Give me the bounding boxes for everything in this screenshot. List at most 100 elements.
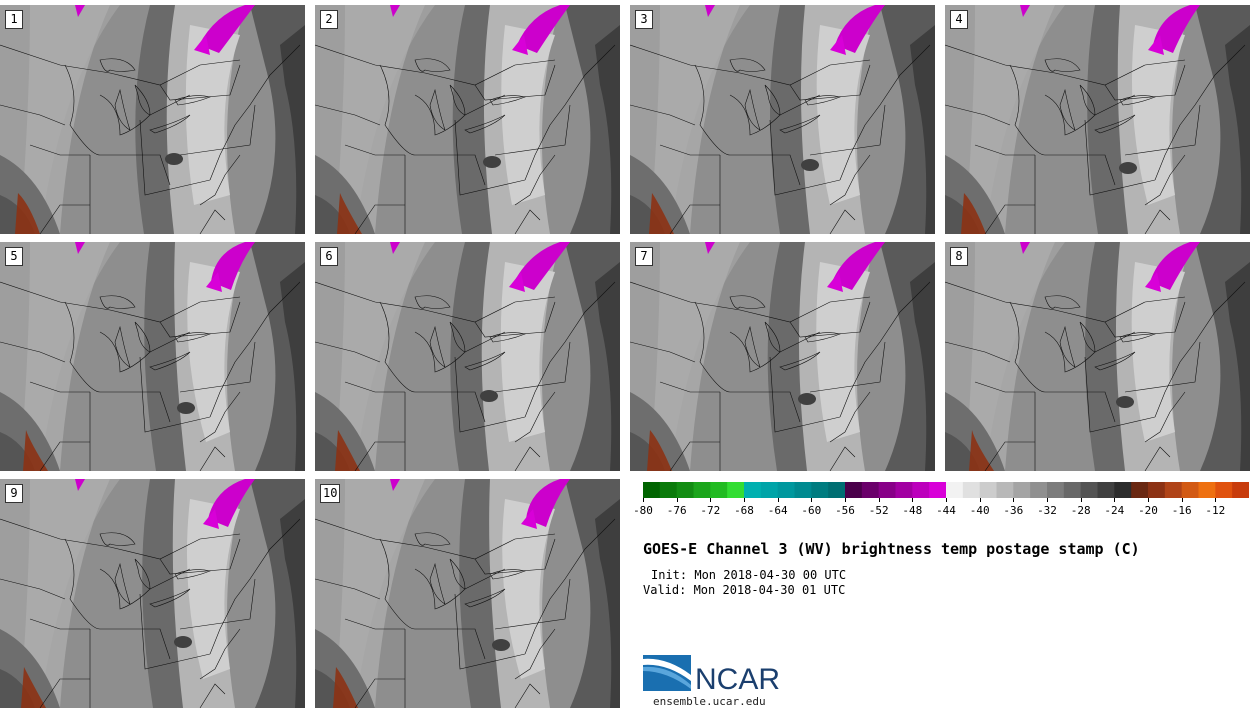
tick-label: -56 xyxy=(835,504,855,517)
colorbar-swatch xyxy=(1013,482,1031,498)
tick-mark xyxy=(1114,498,1116,502)
tick-mark xyxy=(710,498,712,502)
tick-mark xyxy=(1181,498,1183,502)
colorbar-swatch xyxy=(1148,482,1166,498)
colorbar-swatch xyxy=(861,482,880,498)
colorbar-swatch xyxy=(1131,482,1149,498)
tick-mark xyxy=(912,498,914,502)
colorbar-swatch xyxy=(710,482,728,498)
panel-label: 7 xyxy=(635,247,653,266)
colorbar-swatch xyxy=(1181,482,1199,498)
colorbar-swatch xyxy=(1114,482,1132,498)
map-panel: 8 xyxy=(945,242,1250,471)
tick-label: -16 xyxy=(1171,504,1192,517)
tick-mark xyxy=(845,498,846,502)
colorbar-swatch xyxy=(1030,482,1048,498)
colorbar-swatch xyxy=(1097,482,1115,498)
colorbar-swatch xyxy=(693,482,711,498)
map-panel: 4 xyxy=(945,5,1250,234)
ncar-logo: NCAR xyxy=(643,655,780,693)
colorbar-swatch xyxy=(845,482,863,498)
tick-label: -28 xyxy=(1070,504,1091,517)
panel-label: 2 xyxy=(320,10,338,29)
colorbar-swatch xyxy=(1164,482,1183,498)
colorbar-swatch xyxy=(1198,482,1216,498)
map-panel: 9 xyxy=(0,479,305,708)
tick-mark xyxy=(946,498,947,502)
panel-label: 1 xyxy=(5,10,23,29)
tick-label: -32 xyxy=(1037,504,1057,517)
colorbar-swatch xyxy=(1080,482,1098,498)
tick-mark xyxy=(1215,498,1217,502)
colorbar-swatch xyxy=(777,482,795,498)
tick-label: -64 xyxy=(767,504,788,517)
colorbar-swatch xyxy=(811,482,829,498)
tick-label: -36 xyxy=(1003,504,1024,517)
valid-time: Valid: Mon 2018-04-30 01 UTC xyxy=(643,583,846,597)
tick-mark xyxy=(643,498,644,502)
tick-label: -20 xyxy=(1138,504,1158,517)
tick-mark xyxy=(676,498,678,502)
panel-label: 10 xyxy=(320,484,341,503)
chart-title: GOES-E Channel 3 (WV) brightness temp po… xyxy=(643,540,1140,558)
tick-mark xyxy=(777,498,779,502)
panel-label: 9 xyxy=(5,484,23,503)
colorbar-swatch xyxy=(979,482,997,498)
tick-label: -44 xyxy=(936,504,956,517)
tick-label: -12 xyxy=(1205,504,1226,517)
colorbar-swatch xyxy=(727,482,745,498)
map-panel: 2 xyxy=(315,5,620,234)
map-panel: 1 xyxy=(0,5,305,234)
colorbar-swatch xyxy=(895,482,913,498)
map-panel: 5 xyxy=(0,242,305,471)
tick-label: -48 xyxy=(902,504,923,517)
logo-text: NCAR xyxy=(695,663,780,693)
tick-label: -76 xyxy=(666,504,687,517)
colorbar-swatch xyxy=(962,482,981,498)
colorbar-swatch xyxy=(878,482,896,498)
colorbar-swatch xyxy=(794,482,812,498)
colorbar-swatch xyxy=(1232,482,1249,498)
panel-label: 5 xyxy=(5,247,23,266)
tick-mark xyxy=(1013,498,1015,502)
tick-label: -68 xyxy=(734,504,754,517)
panel-label: 4 xyxy=(950,10,968,29)
map-panel: 7 xyxy=(630,242,935,471)
colorbar-ticks: -80 -76 -72 -68 -64 -60 -56 -52 -48 -44 -40 -36 -32-… xyxy=(633,498,1249,518)
tick-label: -40 xyxy=(969,504,990,517)
colorbar-swatch xyxy=(1047,482,1065,498)
colorbar-swatch xyxy=(659,482,678,498)
tick-mark xyxy=(979,498,981,502)
colorbar-swatch xyxy=(744,482,762,498)
init-time: Init: Mon 2018-04-30 00 UTC xyxy=(651,568,847,582)
colorbar-swatch xyxy=(643,482,661,498)
tick-label: -80 xyxy=(633,504,653,517)
tick-mark xyxy=(744,498,745,502)
map-panel: 10 xyxy=(315,479,620,708)
panel-label: 8 xyxy=(950,247,968,266)
map-panel: 3 xyxy=(630,5,935,234)
tick-label: -72 xyxy=(700,504,721,517)
map-panel: 6 xyxy=(315,242,620,471)
colorbar-swatch xyxy=(828,482,846,498)
colorbar-swatch xyxy=(929,482,947,498)
tick-mark xyxy=(1080,498,1082,502)
tick-mark xyxy=(811,498,813,502)
colorbar-swatch xyxy=(946,482,964,498)
colorbar-swatch xyxy=(912,482,930,498)
tick-mark xyxy=(1148,498,1149,502)
colorbar-swatch xyxy=(1215,482,1233,498)
colorbar-swatch xyxy=(996,482,1014,498)
tick-mark xyxy=(1047,498,1048,502)
colorbar-swatch xyxy=(1063,482,1082,498)
tick-label: -24 xyxy=(1104,504,1125,517)
tick-mark xyxy=(878,498,880,502)
tick-label: -52 xyxy=(868,504,889,517)
site-url: ensemble.ucar.edu xyxy=(653,695,766,708)
tick-label: -60 xyxy=(801,504,822,517)
panel-label: 6 xyxy=(320,247,338,266)
colorbar xyxy=(643,482,1249,498)
panel-label: 3 xyxy=(635,10,653,29)
colorbar-swatch xyxy=(760,482,779,498)
colorbar-swatch xyxy=(676,482,694,498)
